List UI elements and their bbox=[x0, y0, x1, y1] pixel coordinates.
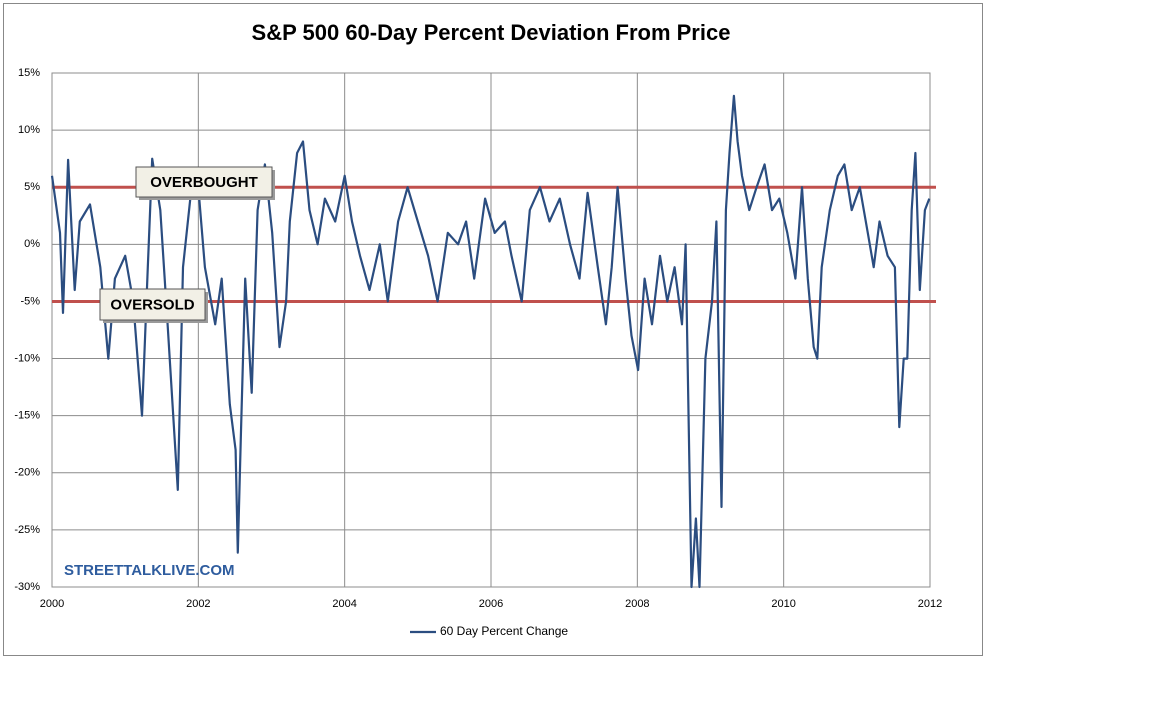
plot-border bbox=[51, 72, 931, 588]
x-tick-label: 2008 bbox=[625, 598, 649, 610]
legend-label: 60 Day Percent Change bbox=[440, 624, 568, 638]
chart-title: S&P 500 60-Day Percent Deviation From Pr… bbox=[252, 20, 731, 45]
x-tick-label: 2004 bbox=[332, 598, 356, 610]
annotation-label: OVERSOLD bbox=[110, 296, 194, 313]
x-tick-label: 2006 bbox=[479, 598, 503, 610]
y-tick-label: 0% bbox=[24, 238, 40, 250]
chart-frame bbox=[3, 3, 983, 656]
y-tick-label: 5% bbox=[24, 181, 40, 193]
data-line bbox=[50, 94, 931, 589]
label-box bbox=[99, 288, 206, 321]
y-tick-label: -30% bbox=[14, 581, 40, 593]
y-tick-label: -20% bbox=[14, 467, 40, 479]
y-tick-label: 10% bbox=[18, 124, 40, 136]
label-box bbox=[135, 166, 273, 198]
y-tick-label: -15% bbox=[14, 410, 40, 422]
y-tick-label: 15% bbox=[18, 67, 40, 79]
x-tick-label: 2000 bbox=[40, 598, 64, 610]
watermark: STREETTALKLIVE.COM bbox=[64, 562, 235, 579]
x-tick-label: 2012 bbox=[918, 598, 942, 610]
x-tick-label: 2002 bbox=[186, 598, 210, 610]
y-tick-label: -10% bbox=[14, 352, 40, 364]
annotation-label: OVERBOUGHT bbox=[150, 174, 258, 191]
x-tick-label: 2010 bbox=[771, 598, 795, 610]
y-tick-label: -5% bbox=[20, 295, 40, 307]
y-tick-label: -25% bbox=[14, 524, 40, 536]
